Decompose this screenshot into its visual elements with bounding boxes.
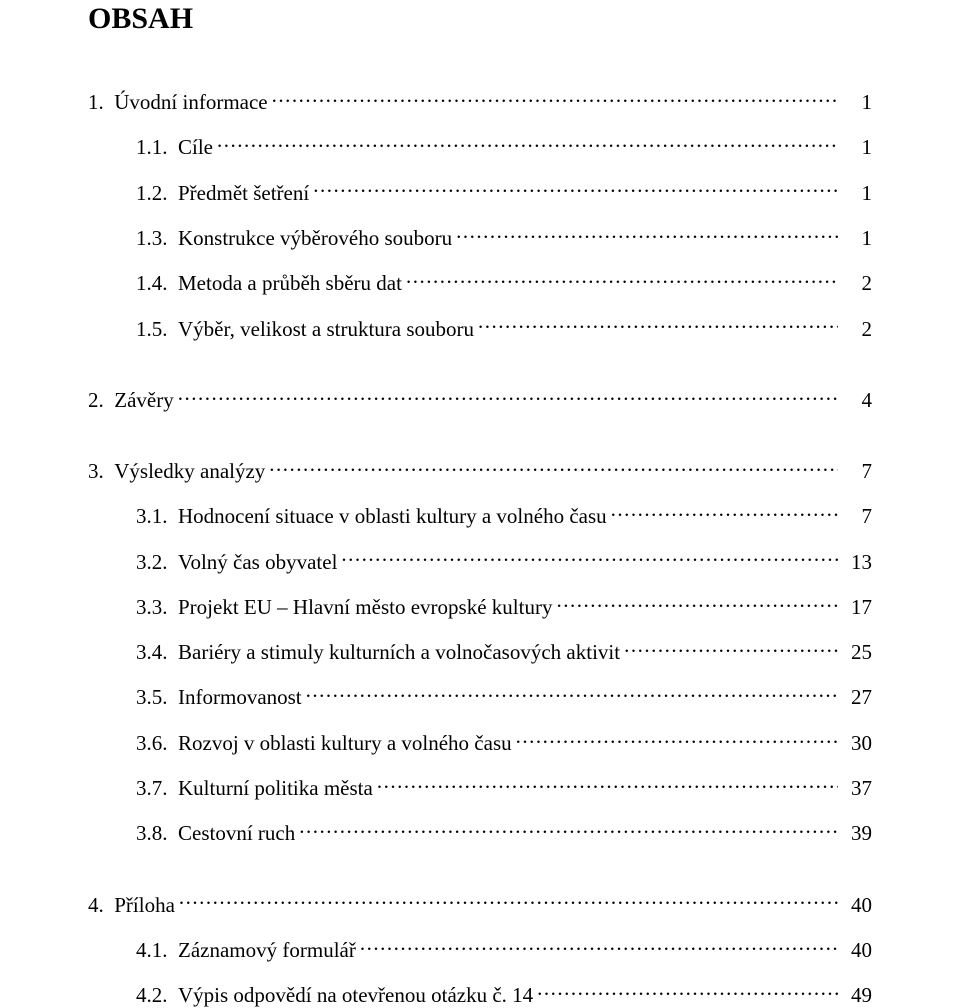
toc-entry-leader (306, 681, 838, 704)
toc-entry: 4.2. Výpis odpovědí na otevřenou otázku … (136, 979, 872, 1008)
toc-entry-leader (456, 222, 838, 245)
toc-entry-label: 4. Příloha (88, 893, 179, 918)
toc-entry: 3.6. Rozvoj v oblasti kultury a volného … (136, 727, 872, 756)
toc-entry-leader (611, 500, 838, 523)
toc-entry: 1.2. Předmět šetření 1 (136, 177, 872, 206)
toc-title: OBSAH (88, 0, 872, 36)
toc-entry-page: 1 (838, 135, 872, 160)
toc-entry-label: 3.6. Rozvoj v oblasti kultury a volného … (136, 731, 516, 756)
toc-entry-label: 3.2. Volný čas obyvatel (136, 550, 341, 575)
toc-entry-label: 1. Úvodní informace (88, 90, 272, 115)
toc-entry-label: 1.2. Předmět šetření (136, 181, 313, 206)
toc-entry: 4.1. Záznamový formulář 40 (136, 934, 872, 963)
toc-entry: 1.3. Konstrukce výběrového souboru 1 (136, 222, 872, 251)
toc-entry: 1.5. Výběr, velikost a struktura souboru… (136, 312, 872, 341)
toc-entry-page: 25 (838, 640, 872, 665)
toc-entry-page: 49 (838, 983, 872, 1008)
toc-entry-leader (178, 384, 838, 407)
toc-entry-label: 2. Závěry (88, 388, 178, 413)
toc-entry-leader (377, 772, 838, 795)
toc-entry-label: 1.3. Konstrukce výběrového souboru (136, 226, 456, 251)
toc-entry-leader (179, 889, 838, 912)
toc-entry-leader (406, 267, 838, 290)
toc-entry-page: 17 (838, 595, 872, 620)
toc-entry-leader (313, 177, 838, 200)
toc-entry-page: 7 (838, 504, 872, 529)
toc-entry-page: 27 (838, 685, 872, 710)
toc-entry-label: 1.5. Výběr, velikost a struktura souboru (136, 317, 478, 342)
toc-entry: 3.7. Kulturní politika města 37 (136, 772, 872, 801)
toc-entry: 3.1. Hodnocení situace v oblasti kultury… (136, 500, 872, 529)
toc-entry-page: 1 (838, 90, 872, 115)
toc-entry-leader (516, 727, 838, 750)
toc-entry-page: 39 (838, 821, 872, 846)
toc-entry-label: 4.1. Záznamový formulář (136, 938, 360, 963)
toc-entry-leader (360, 934, 838, 957)
toc-entry-page: 40 (838, 893, 872, 918)
toc-entry: 3.5. Informovanost 27 (136, 681, 872, 710)
toc-entry-label: 3.3. Projekt EU – Hlavní město evropské … (136, 595, 556, 620)
toc-entry-label: 3.4. Bariéry a stimuly kulturních a voln… (136, 640, 624, 665)
toc-entry-page: 1 (838, 181, 872, 206)
toc-entry-page: 4 (838, 388, 872, 413)
toc-entry-leader (269, 455, 838, 478)
toc-entry-label: 3.1. Hodnocení situace v oblasti kultury… (136, 504, 611, 529)
toc-entry-page: 40 (838, 938, 872, 963)
toc-entry: 3.4. Bariéry a stimuly kulturních a voln… (136, 636, 872, 665)
toc-entry-label: 4.2. Výpis odpovědí na otevřenou otázku … (136, 983, 537, 1008)
toc-entry-leader (299, 817, 838, 840)
toc-entry: 1.1. Cíle 1 (136, 131, 872, 160)
toc-entry: 1.4. Metoda a průběh sběru dat 2 (136, 267, 872, 296)
toc-entry-page: 30 (838, 731, 872, 756)
toc-entry-leader (624, 636, 838, 659)
toc-entry-leader (537, 979, 838, 1002)
toc-entry-label: 3.5. Informovanost (136, 685, 306, 710)
toc-entry-page: 2 (838, 271, 872, 296)
toc-entry-leader (341, 546, 838, 569)
toc-entry-page: 2 (838, 317, 872, 342)
toc-entry-label: 3. Výsledky analýzy (88, 459, 269, 484)
toc-entry-leader (217, 131, 838, 154)
toc-entry-label: 3.8. Cestovní ruch (136, 821, 299, 846)
toc-entry: 3. Výsledky analýzy 7 (88, 455, 872, 484)
toc-page: OBSAH 1. Úvodní informace11.1. Cíle11.2.… (0, 0, 960, 903)
toc-entry-page: 37 (838, 776, 872, 801)
toc-entry-page: 1 (838, 226, 872, 251)
toc-entry-label: 1.4. Metoda a průběh sběru dat (136, 271, 406, 296)
toc-entry: 3.3. Projekt EU – Hlavní město evropské … (136, 591, 872, 620)
toc-entry-page: 7 (838, 459, 872, 484)
toc-entry: 4. Příloha 40 (88, 889, 872, 918)
toc-entry: 2. Závěry 4 (88, 384, 872, 413)
toc-entry-leader (556, 591, 838, 614)
toc-list: 1. Úvodní informace11.1. Cíle11.2. Předm… (88, 86, 872, 1008)
toc-entry-leader (272, 86, 838, 109)
toc-entry-label: 3.7. Kulturní politika města (136, 776, 377, 801)
toc-entry: 1. Úvodní informace 1 (88, 86, 872, 115)
toc-entry: 3.8. Cestovní ruch 39 (136, 817, 872, 846)
toc-entry-page: 13 (838, 550, 872, 575)
toc-entry-label: 1.1. Cíle (136, 135, 217, 160)
toc-entry-leader (478, 312, 838, 335)
toc-entry: 3.2. Volný čas obyvatel 13 (136, 546, 872, 575)
